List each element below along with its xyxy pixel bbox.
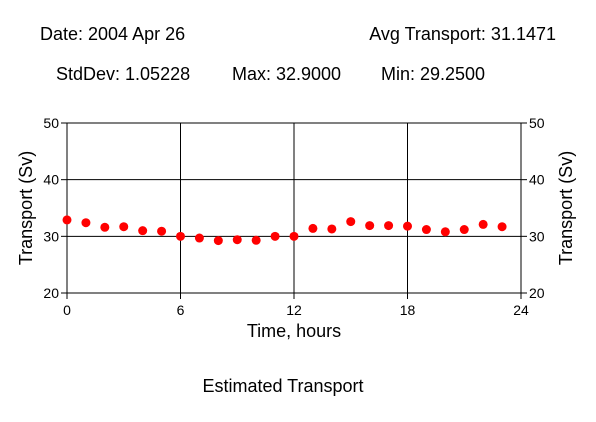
data-point (138, 226, 148, 236)
data-point (478, 219, 488, 229)
y-tick-label-left: 20 (43, 285, 59, 301)
data-point (232, 235, 242, 245)
avg-transport-label: Avg Transport: 31.1471 (369, 24, 556, 44)
x-axis-label: Time, hours (247, 321, 341, 341)
y-axis-label-right: Transport (Sv) (556, 151, 576, 265)
data-point (251, 235, 261, 245)
axis-ticks (61, 122, 527, 299)
data-point (327, 224, 337, 234)
y-tick-label-right: 20 (529, 285, 545, 301)
y-tick-label-right: 30 (529, 228, 545, 244)
y-axis-label-left: Transport (Sv) (16, 151, 36, 265)
y-tick-label-right: 50 (529, 115, 545, 131)
data-point (270, 231, 280, 241)
data-point (384, 221, 394, 231)
data-point (403, 221, 412, 231)
data-points (62, 215, 507, 246)
min-label: Min: 29.2500 (381, 64, 486, 84)
x-tick-label: 24 (513, 302, 529, 318)
data-point (346, 217, 356, 227)
data-point (119, 222, 129, 232)
data-point (157, 226, 167, 236)
data-point (365, 221, 375, 231)
data-point (213, 236, 223, 246)
grid-lines (67, 123, 521, 293)
max-label: Max: 32.9000 (232, 64, 342, 84)
x-tick-label: 0 (63, 302, 71, 318)
data-point (497, 222, 507, 232)
data-point (421, 225, 431, 235)
data-point (440, 227, 450, 237)
data-point (308, 223, 318, 233)
data-point (81, 218, 91, 228)
data-point (100, 222, 110, 232)
y-tick-label-right: 40 (529, 172, 545, 188)
y-tick-label-left: 30 (43, 228, 59, 244)
data-point (459, 225, 469, 235)
x-tick-label: 6 (177, 302, 185, 318)
data-point (289, 231, 299, 241)
x-tick-label: 12 (286, 302, 302, 318)
x-tick-label: 18 (400, 302, 416, 318)
data-point (194, 233, 204, 243)
data-point (176, 231, 185, 241)
y-tick-label-left: 50 (43, 115, 59, 131)
data-point (62, 215, 72, 225)
y-tick-label-left: 40 (43, 172, 59, 188)
date-label: Date: 2004 Apr 26 (40, 24, 186, 44)
chart-caption: Estimated Transport (202, 376, 364, 396)
stddev-label: StdDev: 1.05228 (56, 64, 191, 84)
